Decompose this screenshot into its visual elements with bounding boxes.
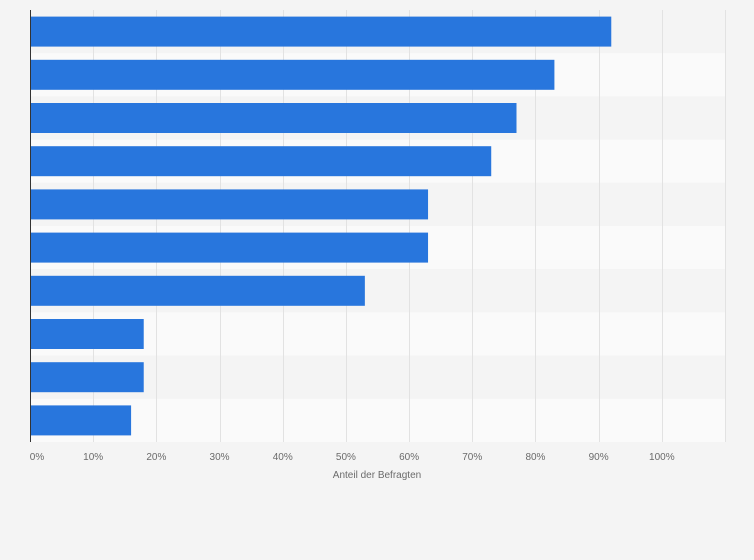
row-band-10 <box>30 398 725 442</box>
x-tick-label-40: 40% <box>273 452 293 463</box>
x-tick-label-0: 0% <box>30 452 45 463</box>
bar-2 <box>30 59 555 90</box>
x-tick-label-50: 50% <box>336 452 356 463</box>
bar-9 <box>30 362 144 393</box>
x-tick-label-30: 30% <box>210 452 230 463</box>
x-tick-label-20: 20% <box>146 452 166 463</box>
row-band-9 <box>30 355 725 399</box>
bar-1 <box>30 16 612 47</box>
x-tick-label-80: 80% <box>525 452 545 463</box>
x-tick-labels: 0% 10% 20% 30% 40% 50% 60% 70% 80% 90% 100% <box>30 452 675 463</box>
bar-7 <box>30 275 365 306</box>
x-tick-label-60: 60% <box>399 452 419 463</box>
x-tick-label-10: 10% <box>83 452 103 463</box>
bar-3 <box>30 103 517 133</box>
x-tick-label-90: 90% <box>589 452 609 463</box>
bar-4 <box>30 146 492 177</box>
bar-8 <box>30 319 144 349</box>
x-tick-label-70: 70% <box>462 452 482 463</box>
row-band-8 <box>30 312 725 356</box>
bars <box>30 16 612 436</box>
bar-10 <box>30 405 132 436</box>
bar-5 <box>30 189 429 220</box>
x-tick-label-100: 100% <box>649 452 675 463</box>
bar-6 <box>30 232 429 263</box>
x-axis-title: Anteil der Befragten <box>333 470 421 481</box>
